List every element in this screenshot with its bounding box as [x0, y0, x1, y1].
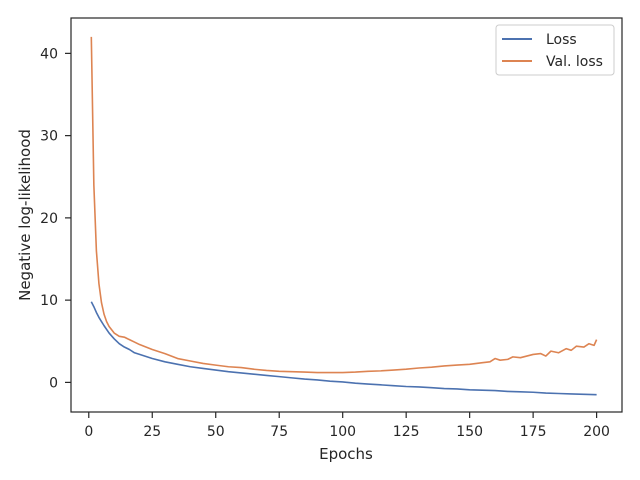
- plot-frame: [70, 17, 623, 413]
- legend-box: [495, 24, 615, 76]
- x-tick-label: 175: [520, 424, 547, 440]
- x-tick-label: 50: [207, 424, 225, 440]
- legend-label-val-loss: Val. loss: [546, 54, 603, 70]
- x-tick-label: 0: [84, 424, 93, 440]
- x-axis-title: Epochs: [319, 445, 373, 463]
- y-tick-label: 10: [40, 293, 58, 309]
- x-tick-label: 25: [143, 424, 161, 440]
- x-axis: 0 25 50 75 100 125 150 175 200: [84, 412, 610, 440]
- x-tick-label: 150: [456, 424, 483, 440]
- x-tick-label: 200: [583, 424, 610, 440]
- y-tick-label: 20: [40, 211, 58, 227]
- y-tick-label: 30: [40, 129, 58, 145]
- x-tick-label: 100: [329, 424, 356, 440]
- x-tick-label: 125: [393, 424, 420, 440]
- y-axis: 0 10 20 30 40: [40, 46, 71, 391]
- y-tick-label: 0: [49, 375, 58, 391]
- y-axis-title: Negative log-likelihood: [16, 129, 34, 301]
- y-tick-label: 40: [40, 46, 58, 62]
- legend-label-loss: Loss: [546, 32, 577, 48]
- series-line-val-loss: [90, 36, 598, 374]
- series-line-loss: [90, 301, 597, 396]
- legend: Loss Val. loss: [495, 24, 615, 76]
- x-tick-label: 75: [270, 424, 288, 440]
- series-layer: [90, 36, 598, 396]
